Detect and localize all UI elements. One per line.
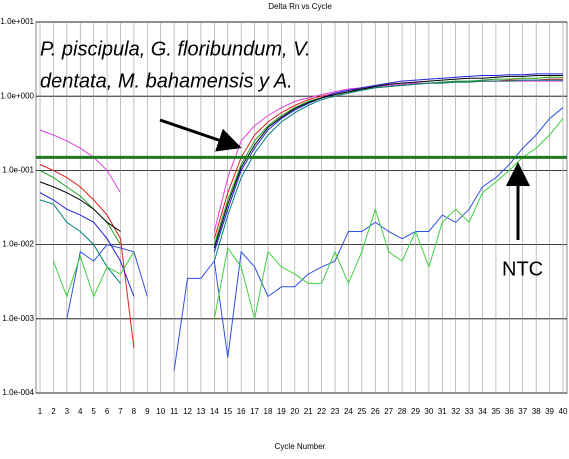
x-tick-label: 2 [51,407,56,416]
amplification-curve [39,75,563,249]
x-tick-label: 14 [210,407,219,416]
amplification-curve [39,73,563,297]
x-tick-label: 15 [223,407,232,416]
x-tick-label: 1 [38,407,43,416]
x-tick-label: 31 [438,407,447,416]
x-tick-label: 20 [290,407,299,416]
x-tick-label: 17 [250,407,259,416]
x-tick-label: 38 [532,407,541,416]
amplification-curve [52,118,564,319]
x-tick-label: 26 [371,407,380,416]
plot-frame [35,21,568,394]
x-tick-label: 30 [424,407,433,416]
x-tick-label: 28 [398,407,407,416]
x-tick-label: 32 [451,407,460,416]
y-tick-label: 1.0e+000 [0,91,34,100]
x-tick-label: 40 [559,407,568,416]
x-tick-label: 4 [78,407,83,416]
x-tick-label: 18 [264,407,273,416]
x-tick-label: 11 [170,407,179,416]
x-tick-label: 34 [478,407,487,416]
y-tick-label: 1.0e+001 [0,17,34,26]
x-tick-label: 36 [505,407,514,416]
x-tick-label: 39 [545,407,554,416]
x-tick-label: 29 [411,407,420,416]
y-tick-label: 1.0e-004 [2,388,34,397]
x-tick-label: 8 [132,407,137,416]
x-tick-label: 7 [118,407,123,416]
x-axis-label: Cycle Number [275,442,326,451]
x-tick-label: 12 [183,407,192,416]
ntc-label: NTC [502,258,543,280]
x-tick-label: 24 [344,407,353,416]
x-tick-label: 10 [156,407,165,416]
y-tick-label: 1.0e-001 [2,166,34,175]
annotation: dentata, M. bahamensis y A. [40,70,293,92]
arrow [159,118,242,152]
x-tick-label: 3 [65,407,70,416]
x-tick-label: 27 [384,407,393,416]
x-tick-label: 25 [357,407,366,416]
x-tick-label: 23 [331,407,340,416]
annotation: P. piscipula, G. floribundum, V. [40,38,311,60]
x-tick-label: 33 [465,407,474,416]
x-tick-label: 13 [196,407,205,416]
x-tick-label: 21 [304,407,313,416]
y-tick-label: 1.0e-002 [2,240,34,249]
x-tick-label: 5 [91,407,96,416]
chart-title: Delta Rn vs Cycle [268,2,332,11]
y-tick-label: 1.0e-003 [2,314,34,323]
x-tick-label: 37 [518,407,527,416]
plot-area: 1.0e+001 1.0e+000 1.0e-001 1.0e-002 1.0e-003… [0,17,568,416]
x-tick-label: 9 [145,407,150,416]
x-tick-label: 16 [237,407,246,416]
x-tick-label: 19 [277,407,286,416]
x-tick-label: 6 [105,407,110,416]
x-tick-label: 22 [317,407,326,416]
x-tick-label: 35 [491,407,500,416]
